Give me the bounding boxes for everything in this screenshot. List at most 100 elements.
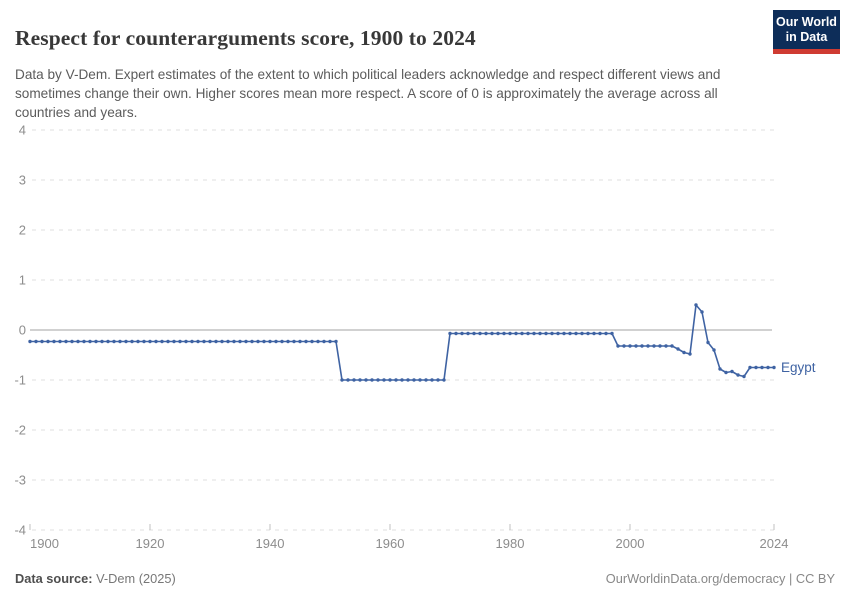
data-point: [376, 378, 380, 382]
data-point: [160, 339, 164, 344]
data-point: [772, 365, 776, 370]
y-tick-label: 0: [19, 323, 26, 338]
data-source-label: Data source:: [15, 571, 93, 586]
chart-area: 4 3 2 1 0 -1 -2 -3 -4 1900 1920 1940 1960 1980 2000 202…: [0, 115, 850, 575]
x-tick-label: 1980: [496, 536, 525, 551]
data-point: [316, 339, 320, 344]
data-point: [526, 331, 530, 336]
data-point: [184, 339, 188, 344]
data-point: [58, 339, 62, 344]
data-point: [346, 378, 350, 382]
data-point: [232, 339, 236, 344]
data-point: [700, 310, 704, 314]
x-axis-labels: 1900 1920 1940 1960 1980 2000 2024: [30, 536, 788, 551]
data-point: [268, 339, 272, 344]
data-point: [574, 331, 578, 336]
data-point: [124, 339, 128, 344]
data-point: [148, 339, 152, 344]
y-tick-label: -4: [14, 523, 26, 538]
data-point: [304, 339, 308, 344]
x-axis-ticks: [29, 524, 775, 530]
data-point: [664, 344, 668, 348]
data-point: [136, 339, 140, 344]
data-point: [112, 339, 116, 344]
data-point: [670, 344, 674, 348]
data-point: [640, 344, 644, 348]
data-point: [556, 331, 560, 336]
data-point: [538, 331, 542, 336]
data-point: [760, 365, 764, 370]
chart-footer: Data source: V-Dem (2025) OurWorldinData…: [15, 571, 835, 587]
data-point: [208, 339, 212, 344]
data-point: [766, 365, 770, 370]
data-point: [736, 373, 740, 377]
data-point: [166, 339, 170, 344]
data-point: [748, 365, 752, 370]
data-point: [172, 339, 176, 344]
data-point: [508, 331, 512, 336]
data-point: [142, 339, 146, 344]
y-axis-labels: 4 3 2 1 0 -1 -2 -3 -4: [14, 123, 26, 538]
data-point: [562, 331, 566, 336]
series-label: Egypt: [781, 360, 816, 375]
data-point: [496, 331, 500, 336]
data-point: [646, 344, 650, 348]
data-point: [406, 378, 410, 382]
data-point: [334, 339, 338, 344]
data-point: [394, 378, 398, 382]
data-point: [502, 331, 506, 336]
data-point: [754, 365, 758, 370]
data-point: [706, 340, 710, 345]
data-point: [424, 378, 428, 382]
y-tick-label: 2: [19, 223, 26, 238]
data-point: [568, 331, 572, 336]
data-point: [202, 339, 206, 344]
data-point: [616, 344, 620, 348]
data-point: [598, 331, 602, 336]
data-point: [40, 339, 44, 344]
data-point: [298, 339, 302, 344]
y-tick-label: 3: [19, 173, 26, 188]
data-point: [466, 331, 470, 336]
data-point: [238, 339, 242, 344]
x-tick-label: 1900: [30, 536, 59, 551]
data-point: [520, 331, 524, 336]
data-point: [220, 339, 224, 344]
x-tick-label: 2024: [760, 536, 789, 551]
data-point: [484, 331, 488, 336]
chart-subtitle: Data by V-Dem. Expert estimates of the e…: [15, 66, 721, 121]
data-point: [190, 339, 194, 344]
data-point: [88, 339, 92, 344]
license-note[interactable]: OurWorldinData.org/democracy | CC BY: [605, 571, 835, 586]
data-point: [388, 378, 392, 382]
x-tick-label: 1940: [256, 536, 285, 551]
data-point: [52, 339, 56, 344]
data-point: [652, 344, 656, 348]
data-point: [412, 378, 416, 382]
data-point: [226, 339, 230, 344]
data-point: [676, 347, 680, 351]
y-tick-label: 1: [19, 273, 26, 288]
data-point: [436, 378, 440, 382]
gridlines: [30, 129, 777, 531]
data-point: [742, 374, 746, 379]
chart-canvas: 4 3 2 1 0 -1 -2 -3 -4 1900 1920 1940 1960 1980 2000 202…: [14, 123, 816, 552]
data-point: [658, 344, 662, 348]
y-tick-label: -1: [14, 373, 26, 388]
data-point: [724, 370, 728, 375]
data-point: [442, 378, 446, 382]
owid-logo[interactable]: Our World in Data: [773, 10, 840, 54]
data-point: [214, 339, 218, 344]
data-point: [244, 339, 248, 344]
data-point: [382, 378, 386, 382]
data-point: [730, 369, 734, 374]
data-point: [82, 339, 86, 344]
data-point: [262, 339, 266, 344]
data-point: [370, 378, 374, 382]
data-point: [718, 367, 722, 371]
data-point: [712, 348, 716, 352]
data-point: [364, 378, 368, 382]
y-tick-label: -3: [14, 473, 26, 488]
data-point: [490, 331, 494, 336]
